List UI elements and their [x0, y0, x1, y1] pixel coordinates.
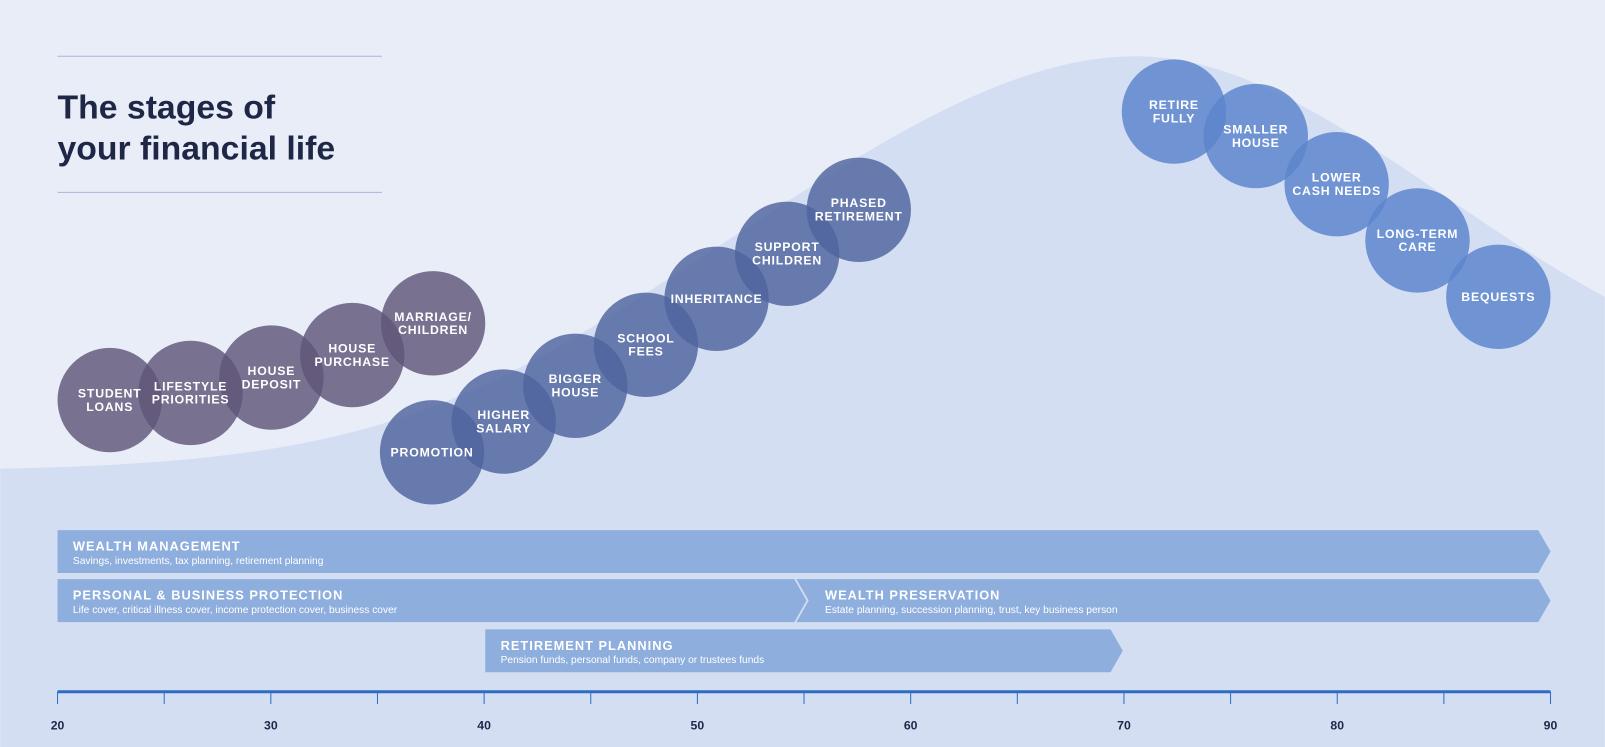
stage-circle [1284, 132, 1389, 237]
axis-label: 90 [1544, 719, 1558, 733]
stage-label: LOWER CASH NEEDS [1292, 171, 1381, 198]
stage-label-line: BIGGER [549, 372, 602, 386]
band-title: WEALTH PRESERVATION [825, 588, 1000, 603]
stage-label-line: INHERITANCE [671, 292, 763, 306]
stage-label: STUDENT LOANS [78, 387, 142, 414]
stage-label: HOUSE PURCHASE [315, 342, 390, 369]
stage-label: HOUSE DEPOSIT [242, 364, 302, 391]
axis-label: 40 [477, 719, 491, 733]
stage-label-line: DEPOSIT [242, 377, 302, 391]
band [57, 530, 1551, 574]
stage-circle [57, 347, 162, 453]
band-subtitle: Pension funds, personal funds, company o… [501, 655, 765, 666]
stage-label-line: CASH NEEDS [1292, 184, 1381, 198]
stage-label-line: FEES [628, 345, 663, 359]
stage-label-line: LOANS [86, 400, 133, 414]
stage-label-line: BEQUESTS [1461, 290, 1535, 304]
stage-label-line: PRIORITIES [152, 393, 230, 407]
stage-circle [300, 302, 405, 408]
stage-circle [1365, 188, 1470, 293]
stage-label: BEQUESTS [1461, 290, 1535, 304]
band-title: WEALTH MANAGEMENT [73, 539, 241, 554]
axis-label: 50 [691, 719, 705, 733]
stage-label-line: RETIREMENT [815, 210, 903, 224]
stage-label-line: PROMOTION [391, 445, 474, 459]
band-subtitle: Savings, investments, tax planning, reti… [73, 556, 324, 567]
stage-label: RETIRE FULLY [1149, 98, 1199, 125]
title-line: your financial life [58, 130, 336, 168]
band [485, 629, 1123, 673]
axis-label: 70 [1117, 719, 1131, 733]
stage-label-line: HOUSE [1232, 136, 1280, 150]
axis-label: 20 [51, 719, 65, 733]
stage-label-line: LIFESTYLE [154, 379, 227, 393]
stage-label-line: FULLY [1153, 111, 1195, 125]
band [57, 579, 807, 623]
stage-label: LONG-TERM CARE [1377, 227, 1459, 254]
stage-label-line: CHILDREN [752, 254, 822, 268]
stage-circle [380, 271, 486, 376]
stage-label: BIGGER HOUSE [549, 372, 602, 399]
stage-label-line: CHILDREN [398, 323, 468, 337]
stage-label: SMALLER HOUSE [1223, 123, 1288, 150]
axis-label: 60 [904, 719, 918, 733]
stage-label-line: LONG-TERM [1377, 227, 1459, 241]
band-subtitle: Life cover, critical illness cover, inco… [73, 605, 398, 616]
stage-label: HIGHER SALARY [476, 408, 531, 435]
stage-label-line: HIGHER [477, 408, 530, 422]
stage-label-line: RETIRE [1149, 98, 1199, 112]
band-subtitle: Estate planning, succession planning, tr… [825, 605, 1118, 616]
stage-label-line: HOUSE [328, 342, 376, 356]
band-title: PERSONAL & BUSINESS PROTECTION [73, 588, 344, 603]
stage-label-line: MARRIAGE/ [394, 310, 472, 324]
band-title: RETIREMENT PLANNING [501, 638, 674, 653]
stage-label-line: STUDENT [78, 387, 142, 401]
axis-label: 80 [1330, 719, 1344, 733]
stage-circle [806, 157, 911, 262]
stage-label-line: HOUSE [248, 364, 296, 378]
stage-label-line: PURCHASE [315, 355, 390, 369]
stage-label-line: HOUSE [551, 386, 599, 400]
stage-label-line: PHASED [831, 196, 887, 210]
stage-label: PHASED RETIREMENT [815, 196, 903, 223]
stage-label-line: SUPPORT [755, 240, 820, 254]
wealth-curve [0, 56, 1605, 747]
axis-label: 30 [264, 719, 278, 733]
stage-label: MARRIAGE/CHILDREN [394, 310, 472, 337]
stage-circle [1446, 244, 1551, 349]
stage-circle [1203, 83, 1309, 189]
stage-circle [1121, 59, 1227, 164]
stage-label: INHERITANCE [671, 292, 763, 306]
stage-label-line: CARE [1398, 240, 1436, 254]
band [796, 579, 1551, 623]
stage-label-line: LOWER [1312, 171, 1362, 185]
stage-label-line: SCHOOL [617, 331, 674, 345]
stage-circle [138, 340, 243, 446]
stage-label: PROMOTION [391, 445, 474, 459]
stage-circle [219, 325, 324, 430]
title-line: The stages of [58, 89, 276, 127]
stage-label-line: SALARY [476, 421, 531, 435]
stage-label: LIFESTYLE PRIORITIES [152, 379, 230, 406]
stage-label: SCHOOL FEES [617, 331, 674, 358]
stage-label-line: SMALLER [1223, 123, 1288, 137]
stage-label: SUPPORT CHILDREN [752, 240, 822, 267]
